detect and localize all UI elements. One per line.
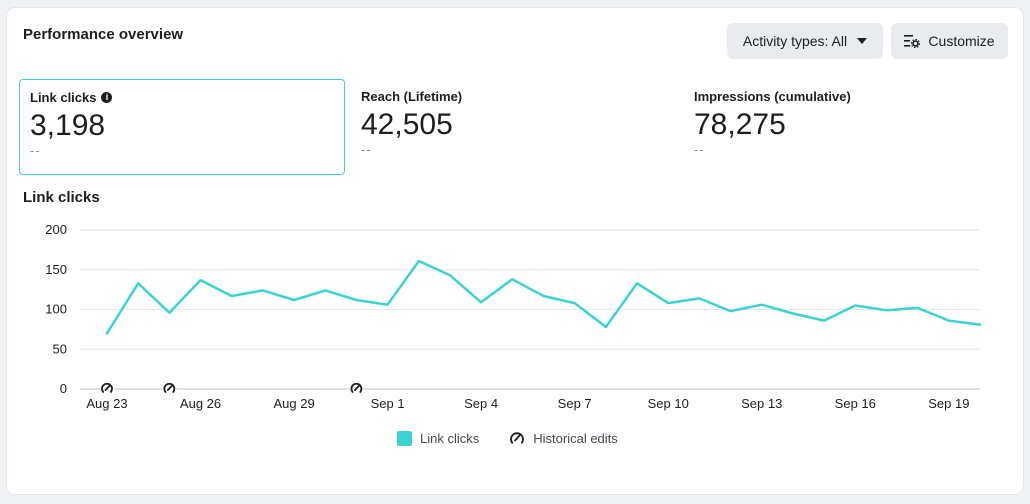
historical-edit-marker[interactable]	[100, 381, 114, 395]
x-tick-label: Aug 29	[273, 396, 314, 411]
customize-icon	[904, 35, 921, 48]
chart-title: Link clicks	[23, 189, 100, 206]
metric-delta: --	[30, 143, 41, 158]
x-tick-label: Sep 7	[558, 396, 592, 411]
metric-label: Impressions (cumulative)	[694, 89, 851, 104]
y-tick-label: 100	[45, 302, 67, 317]
x-tick-label: Aug 23	[86, 396, 127, 411]
page-title: Performance overview	[23, 26, 184, 43]
metric-value: 3,198	[30, 109, 106, 142]
legend-label: Link clicks	[420, 430, 480, 446]
legend-item-link-clicks[interactable]: Link clicks	[397, 430, 480, 446]
x-tick-label: Sep 10	[648, 396, 689, 411]
metric-label: Reach (Lifetime)	[361, 89, 463, 104]
metric-card-reach[interactable]: Reach (Lifetime) 42,505 --	[351, 79, 671, 175]
customize-button[interactable]: Customize	[891, 23, 1008, 59]
activity-types-dropdown[interactable]: Activity types: All	[727, 23, 883, 59]
y-tick-label: 0	[60, 381, 67, 396]
y-tick-label: 50	[53, 341, 67, 356]
activity-types-label: Activity types: All	[742, 33, 848, 49]
metric-delta: --	[361, 142, 372, 157]
legend-item-historical-edits[interactable]: Historical edits	[509, 430, 618, 446]
x-tick-label: Sep 19	[928, 396, 969, 411]
historical-edit-marker[interactable]	[162, 381, 177, 395]
link-clicks-chart: 0 50 100 150 200 Aug 23 Aug 26 Aug 29 Sep 1 Sep 4…	[45, 222, 982, 411]
metric-value: 78,275	[694, 108, 786, 141]
metric-card-link-clicks[interactable]: Link clicks i 3,198 --	[19, 79, 345, 175]
legend-swatch	[397, 430, 412, 446]
x-tick-label: Sep 16	[835, 396, 876, 411]
x-tick-label: Aug 26	[180, 396, 221, 411]
caret-down-icon	[857, 38, 868, 44]
x-tick-label: Sep 1	[371, 396, 405, 411]
series-line-link-clicks	[105, 259, 982, 335]
customize-label: Customize	[928, 33, 995, 49]
metric-label: Link clicks	[30, 90, 97, 105]
metric-delta: --	[694, 142, 705, 157]
historical-edits-icon	[510, 432, 525, 444]
metric-card-impressions[interactable]: Impressions (cumulative) 78,275 --	[684, 79, 1004, 175]
performance-overview-card: Performance overview Activity types: All…	[7, 8, 1023, 494]
info-icon[interactable]: i	[101, 92, 113, 103]
metric-value: 42,505	[361, 108, 453, 141]
x-tick-label: Sep 4	[464, 396, 498, 411]
x-tick-label: Sep 13	[741, 396, 782, 411]
historical-edit-marker[interactable]	[349, 381, 364, 395]
y-tick-label: 200	[45, 222, 67, 237]
chart-legend: Link clicks Historical edits	[397, 430, 618, 446]
y-tick-label: 150	[45, 262, 67, 277]
legend-label: Historical edits	[533, 430, 618, 446]
